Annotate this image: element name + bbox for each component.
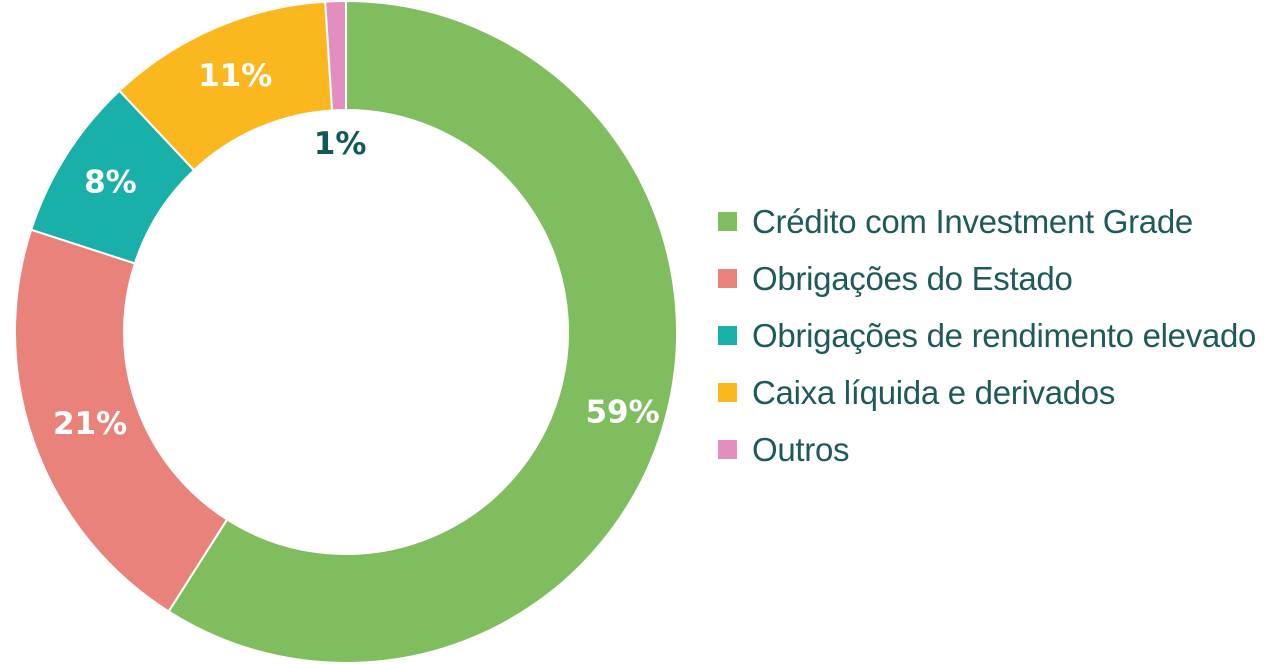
slice-4 — [324, 0, 347, 112]
donut-plot: 59% 21% 8% 11% 1% — [14, 0, 678, 664]
legend-item-4: Outros — [718, 421, 1256, 478]
legend-item-2: Obrigações de rendimento elevado — [718, 307, 1256, 364]
legend-item-0: Crédito com Investment Grade — [718, 193, 1256, 250]
slice-label-2: 8% — [84, 165, 137, 201]
legend-label: Obrigações de rendimento elevado — [752, 316, 1257, 354]
slice-label-4: 1% — [314, 126, 367, 162]
legend-label: Caixa líquida e derivados — [752, 373, 1116, 411]
legend-swatch — [718, 269, 737, 288]
slice-label-3: 11% — [198, 58, 272, 94]
slice-1 — [14, 228, 229, 613]
legend-label: Obrigações do Estado — [752, 259, 1073, 297]
legend-swatch — [718, 440, 737, 459]
legend-item-1: Obrigações do Estado — [718, 250, 1256, 307]
legend-item-3: Caixa líquida e derivados — [718, 364, 1256, 421]
slice-label-0: 59% — [585, 394, 659, 430]
legend-swatch — [718, 383, 737, 402]
legend-label: Crédito com Investment Grade — [752, 202, 1193, 240]
slice-label-1: 21% — [53, 406, 127, 442]
slices-group — [14, 0, 678, 664]
legend-swatch — [718, 212, 737, 231]
slice-labels-group: 59% 21% 8% 11% 1% — [53, 58, 660, 442]
legend-label: Outros — [752, 430, 850, 468]
slice-0 — [167, 0, 678, 664]
legend-swatch — [718, 326, 737, 345]
legend: Crédito com Investment Grade Obrigações d… — [718, 193, 1256, 478]
